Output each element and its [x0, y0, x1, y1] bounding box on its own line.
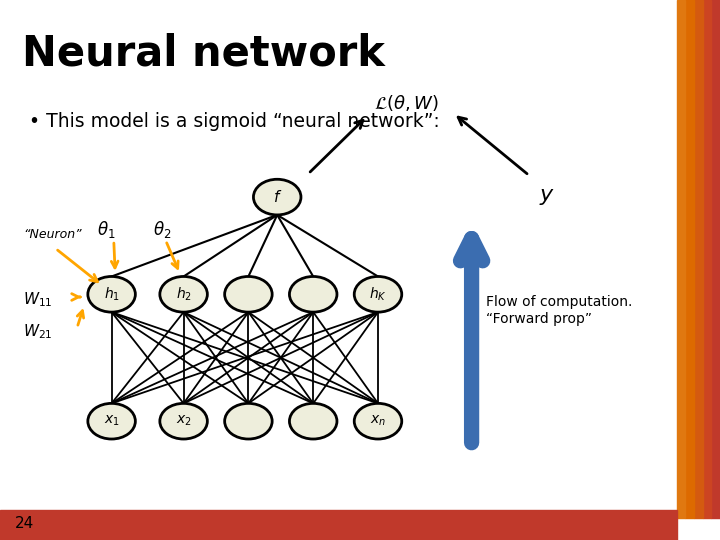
Bar [677, 0, 685, 518]
Circle shape [88, 276, 135, 312]
Text: “Neuron”: “Neuron” [23, 228, 81, 241]
Bar [711, 0, 720, 518]
Text: • This model is a sigmoid “neural network”:: • This model is a sigmoid “neural networ… [29, 112, 439, 131]
Text: 24: 24 [14, 516, 34, 531]
Text: Neural network: Neural network [22, 33, 384, 75]
Text: $\theta_2$: $\theta_2$ [153, 219, 171, 240]
Text: $W_{21}$: $W_{21}$ [23, 323, 53, 341]
Bar [694, 0, 703, 518]
Text: $h_2$: $h_2$ [176, 286, 192, 303]
Text: $y$: $y$ [539, 187, 555, 207]
Text: $h_1$: $h_1$ [104, 286, 120, 303]
Circle shape [88, 403, 135, 439]
Bar [685, 0, 694, 518]
Text: $h_K$: $h_K$ [369, 286, 387, 303]
Circle shape [354, 276, 402, 312]
Text: $\mathcal{L}(\theta, W)$: $\mathcal{L}(\theta, W)$ [374, 92, 439, 113]
Circle shape [160, 403, 207, 439]
Bar [0, 510, 677, 540]
Bar [703, 0, 711, 518]
Circle shape [225, 403, 272, 439]
Circle shape [253, 179, 301, 215]
Text: $f$: $f$ [273, 189, 282, 205]
Circle shape [160, 276, 207, 312]
Text: $W_{11}$: $W_{11}$ [23, 291, 53, 309]
Circle shape [289, 403, 337, 439]
Circle shape [225, 276, 272, 312]
Text: $x_n$: $x_n$ [370, 414, 386, 428]
Circle shape [354, 403, 402, 439]
Text: Flow of computation.
“Forward prop”: Flow of computation. “Forward prop” [486, 295, 632, 326]
Text: $x_1$: $x_1$ [104, 414, 120, 428]
Text: $\theta_1$: $\theta_1$ [97, 219, 116, 240]
Circle shape [289, 276, 337, 312]
Text: $x_2$: $x_2$ [176, 414, 192, 428]
